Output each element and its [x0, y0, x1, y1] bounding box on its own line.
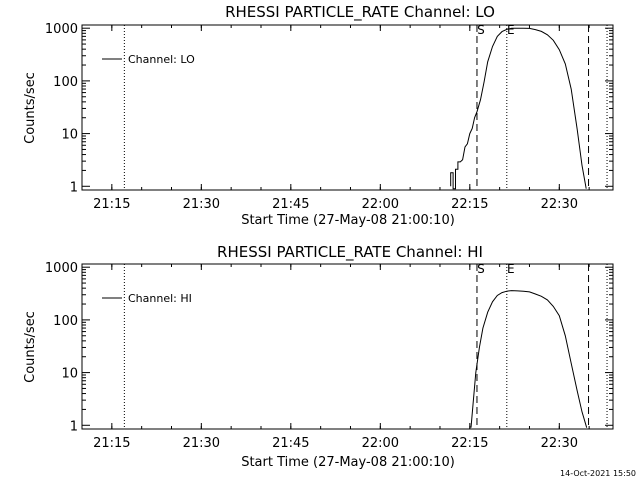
x-tick-label: 22:15 [451, 197, 488, 212]
x-tick-label: 22:15 [451, 436, 488, 451]
plot-frame [81, 263, 614, 430]
x-tick-label: 22:00 [362, 197, 399, 212]
panel-channel-hi: RHESSI PARTICLE_RATE Channel: HI Counts/… [23, 243, 614, 470]
axis-ticks: 21:15 21:30 21:45 22:00 22:15 22:30 1 10 100 1000 [45, 261, 613, 451]
axis-ticks: 21:15 21:30 21:45 22:00 22:15 22:30 1 10 100 1000 [45, 22, 613, 212]
series-line [470, 290, 588, 428]
y-tick-label: 1000 [45, 261, 78, 276]
panel-channel-lo: RHESSI PARTICLE_RATE Channel: LO Counts/… [23, 3, 614, 228]
x-tick-label: 22:30 [541, 197, 578, 212]
time-marker-label: E [507, 262, 515, 276]
x-axis-label: Start Time (27-May-08 21:00:10) [241, 213, 455, 228]
plot-frame [81, 24, 614, 191]
y-tick-label: 1 [70, 180, 78, 195]
y-axis-label: Counts/sec [23, 311, 38, 383]
time-marker-label: S [477, 262, 485, 276]
series-line [450, 27, 587, 190]
y-tick-label: 100 [53, 75, 78, 90]
x-axis-label: Start Time (27-May-08 21:00:10) [241, 455, 455, 470]
y-tick-label: 10 [61, 367, 78, 382]
y-tick-label: 1000 [45, 22, 78, 37]
y-tick-label: 100 [53, 314, 78, 329]
x-tick-label: 21:45 [272, 197, 309, 212]
y-tick-label: 1 [70, 419, 78, 434]
x-tick-label: 22:00 [362, 436, 399, 451]
x-tick-label: 21:45 [272, 436, 309, 451]
time-marker-label: E [507, 23, 515, 37]
x-tick-label: 21:30 [183, 436, 220, 451]
x-tick-label: 21:30 [183, 197, 220, 212]
chart-title: RHESSI PARTICLE_RATE Channel: HI [217, 243, 483, 262]
chart-title: RHESSI PARTICLE_RATE Channel: LO [225, 3, 495, 22]
y-axis-label: Counts/sec [23, 72, 38, 144]
y-tick-label: 10 [61, 128, 78, 143]
legend-entry-label: Channel: HI [128, 292, 192, 305]
x-tick-label: 21:15 [93, 197, 130, 212]
x-tick-label: 21:15 [93, 436, 130, 451]
generation-timestamp: 14-Oct-2021 15:50 [560, 469, 636, 478]
x-tick-label: 22:30 [541, 436, 578, 451]
series-lines [470, 290, 588, 428]
legend-entry-label: Channel: LO [128, 53, 195, 66]
series-lines [450, 27, 587, 190]
time-marker-label: S [477, 23, 485, 37]
